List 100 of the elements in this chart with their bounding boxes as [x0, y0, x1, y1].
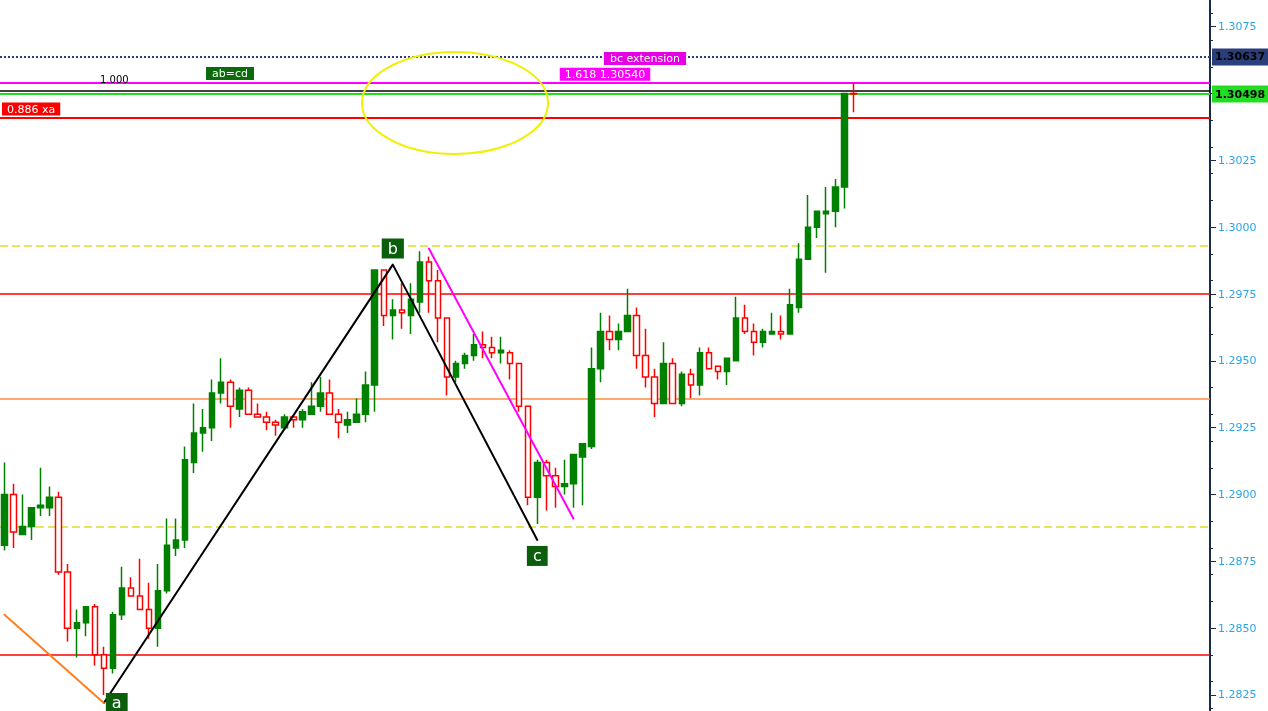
candlestick	[271, 418, 280, 437]
candlestick	[334, 408, 343, 440]
candlestick	[461, 352, 469, 370]
candlestick	[316, 376, 325, 413]
candlestick	[45, 485, 54, 517]
candlestick	[208, 378, 216, 442]
candlestick	[659, 341, 668, 405]
candlestick	[154, 563, 162, 648]
candlestick	[54, 491, 63, 576]
ref-line-label: 1.618 1.30540	[564, 67, 646, 81]
candlestick	[623, 287, 632, 333]
candlestick	[9, 483, 18, 549]
candlestick	[217, 357, 225, 405]
candlestick	[822, 186, 830, 274]
ref-line-label: 1.30498	[1215, 87, 1266, 101]
candlestick	[199, 408, 207, 453]
candlestick	[370, 269, 379, 413]
candlestick	[226, 378, 235, 429]
candlestick	[678, 370, 686, 408]
candlestick	[145, 581, 153, 640]
candlestick	[714, 365, 722, 381]
candlestick	[244, 386, 253, 416]
candlestick	[569, 453, 578, 509]
candlestick	[253, 402, 262, 418]
candlestick	[560, 458, 569, 496]
candlestick	[82, 606, 90, 637]
y-tick-label: 1.3000	[1218, 220, 1257, 234]
data-label: b	[387, 239, 398, 259]
candlestick	[127, 576, 135, 597]
candlestick	[696, 346, 704, 397]
candlestick	[235, 386, 244, 418]
candlestick	[614, 322, 623, 351]
ref-line-label: 0.886 xa	[7, 102, 56, 116]
candlestick	[172, 517, 180, 557]
y-tick-label: 1.3075	[1218, 20, 1257, 34]
candlestick	[650, 368, 659, 418]
candlestick	[73, 608, 81, 659]
candlestick	[668, 357, 677, 405]
candlestick	[768, 311, 776, 335]
candlestick	[632, 306, 641, 370]
candlestick	[136, 557, 144, 611]
candlestick	[750, 322, 758, 357]
candlestick	[759, 328, 767, 349]
candlestick	[352, 397, 361, 424]
candlestick	[416, 250, 424, 314]
candlestick	[298, 408, 307, 429]
y-tick-label: 1.2850	[1218, 621, 1257, 635]
candlestick	[705, 346, 713, 370]
annotation: 1.000	[100, 73, 129, 85]
candlestick	[515, 362, 523, 413]
candlestick	[361, 370, 370, 424]
candlestick	[488, 336, 496, 359]
candlestick	[389, 298, 397, 341]
candlestick	[641, 328, 650, 389]
candlestick	[470, 333, 478, 362]
candlestick	[687, 368, 695, 400]
candlestick	[840, 92, 849, 210]
candlestick	[190, 402, 198, 474]
y-tick-label: 1.2825	[1218, 688, 1257, 702]
y-tick-label: 1.2925	[1218, 421, 1257, 435]
candlestick	[786, 287, 794, 335]
candlestick	[18, 493, 27, 536]
annotation: bc extension	[609, 52, 681, 65]
data-label: a	[111, 693, 122, 711]
y-tick-label: 1.2900	[1218, 487, 1257, 501]
candlestick	[0, 461, 9, 552]
candlestick	[723, 357, 731, 386]
candlestick	[181, 445, 189, 549]
y-tick-label: 1.2975	[1218, 287, 1257, 301]
ref-line-label: 1.30637	[1215, 50, 1266, 64]
candlestick	[163, 517, 171, 595]
candlestick	[36, 467, 45, 517]
data-label: c	[532, 546, 542, 566]
candlestick	[578, 442, 587, 506]
candlestick	[533, 458, 542, 525]
y-tick-label: 1.2875	[1218, 554, 1257, 568]
candlestick	[452, 360, 460, 383]
candlestick	[804, 194, 812, 261]
candlestick	[831, 178, 840, 228]
y-tick-label: 1.2950	[1218, 354, 1257, 368]
candlestick	[813, 210, 821, 239]
candlestick	[497, 336, 505, 365]
candlestick	[262, 410, 271, 432]
candlestick	[587, 346, 596, 450]
candlestick	[63, 563, 72, 643]
candlestick	[849, 82, 858, 114]
candlestick	[795, 242, 803, 314]
candlestick	[506, 349, 514, 381]
candlestick	[27, 507, 36, 541]
candlestick	[307, 381, 316, 416]
y-tick-label: 1.3025	[1218, 153, 1257, 167]
candlestick	[732, 295, 740, 362]
annotation: ab=cd	[212, 67, 248, 80]
candlestick	[109, 611, 117, 675]
candlestick	[777, 314, 785, 341]
candlestick	[596, 311, 605, 383]
candlestick	[605, 314, 614, 351]
candlestick	[325, 378, 334, 416]
candlestick	[343, 410, 352, 434]
candlestick	[741, 303, 749, 335]
